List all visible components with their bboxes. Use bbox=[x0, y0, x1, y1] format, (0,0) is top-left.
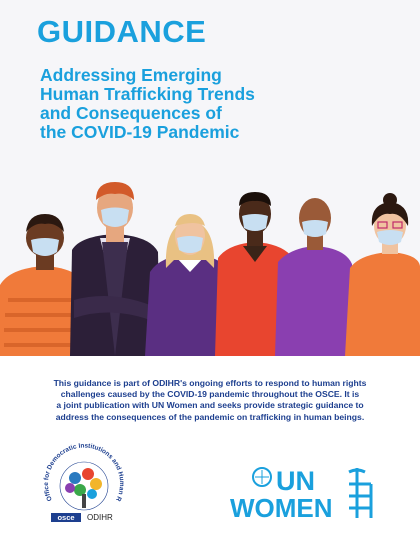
doc-description: This guidance is part of ODIHR's ongoing… bbox=[0, 378, 420, 423]
odihr-logo-text: ODIHR bbox=[87, 513, 113, 522]
description-line: This guidance is part of ODIHR's ongoing… bbox=[53, 378, 367, 388]
women-logo-text: WOMEN bbox=[230, 493, 333, 523]
title-line: Addressing Emerging bbox=[40, 65, 222, 85]
doc-title: Addressing Emerging Human Trafficking Tre… bbox=[40, 66, 255, 142]
doc-label: GUIDANCE bbox=[37, 14, 207, 49]
osce-logo-text: osce bbox=[57, 513, 74, 522]
title-line: and Consequences of bbox=[40, 103, 222, 123]
description-line: a joint publication with UN Women and se… bbox=[56, 400, 364, 411]
title-line: the COVID-19 Pandemic bbox=[40, 122, 240, 142]
title-line: Human Trafficking Trends bbox=[40, 84, 255, 104]
un-logo-text: UN bbox=[276, 466, 315, 496]
description-line: challenges caused by the COVID-19 pandem… bbox=[60, 389, 360, 400]
description-line: address the consequences of the pandemic… bbox=[55, 411, 365, 422]
